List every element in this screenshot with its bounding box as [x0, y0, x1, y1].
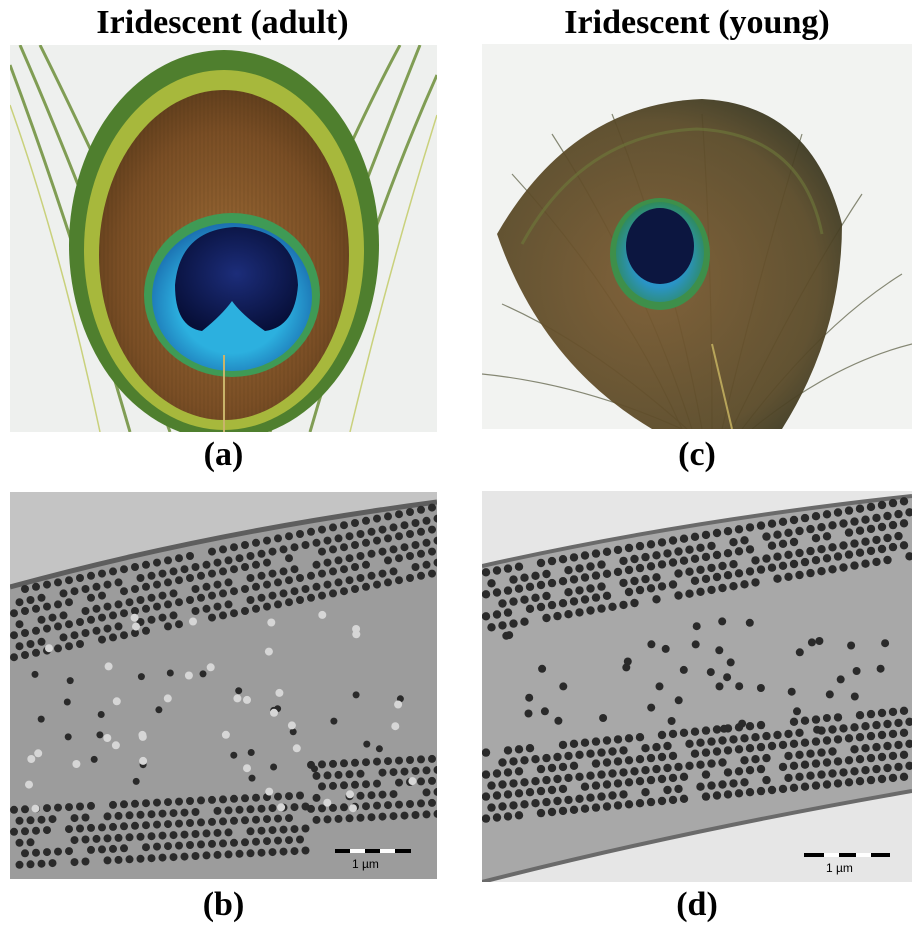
scale-bar-label-d: 1 µm: [826, 861, 853, 875]
panel-d-young-tem: 1 µm: [482, 491, 912, 882]
label-a: (a): [203, 436, 244, 473]
scale-bar-b: 1 µm: [335, 849, 411, 871]
scale-bar-d: 1 µm: [804, 853, 890, 875]
label-c: (c): [678, 436, 716, 473]
scale-bar-label-b: 1 µm: [352, 857, 379, 871]
label-d: (d): [676, 886, 718, 923]
label-b: (b): [202, 886, 245, 923]
title-adult: Iridescent (adult): [96, 4, 349, 41]
title-young: Iridescent (young): [564, 4, 830, 41]
panel-b-adult-tem: 1 µm: [10, 492, 437, 879]
panel-a-adult-feather: [10, 45, 437, 432]
panel-c-young-feather: [482, 44, 912, 429]
